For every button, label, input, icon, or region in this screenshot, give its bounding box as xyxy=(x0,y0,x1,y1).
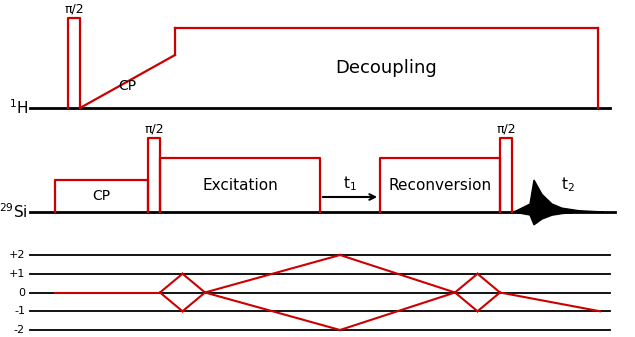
Text: Decoupling: Decoupling xyxy=(336,59,438,77)
Text: Reconversion: Reconversion xyxy=(389,178,491,192)
Text: CP: CP xyxy=(93,189,110,203)
Text: $^{29}$Si: $^{29}$Si xyxy=(0,203,28,221)
Text: π/2: π/2 xyxy=(144,122,164,135)
Text: -1: -1 xyxy=(14,306,25,316)
Text: π/2: π/2 xyxy=(64,2,84,15)
Text: CP: CP xyxy=(119,79,137,92)
Text: -2: -2 xyxy=(14,325,25,335)
Text: π/2: π/2 xyxy=(496,122,516,135)
Text: +2: +2 xyxy=(8,250,25,260)
Polygon shape xyxy=(512,180,604,225)
Text: t$_1$: t$_1$ xyxy=(343,174,357,193)
Text: 0: 0 xyxy=(18,287,25,298)
Text: +1: +1 xyxy=(9,269,25,279)
Text: $^{1}$H: $^{1}$H xyxy=(9,99,28,117)
Text: Excitation: Excitation xyxy=(202,178,278,192)
Text: t$_2$: t$_2$ xyxy=(561,175,575,194)
